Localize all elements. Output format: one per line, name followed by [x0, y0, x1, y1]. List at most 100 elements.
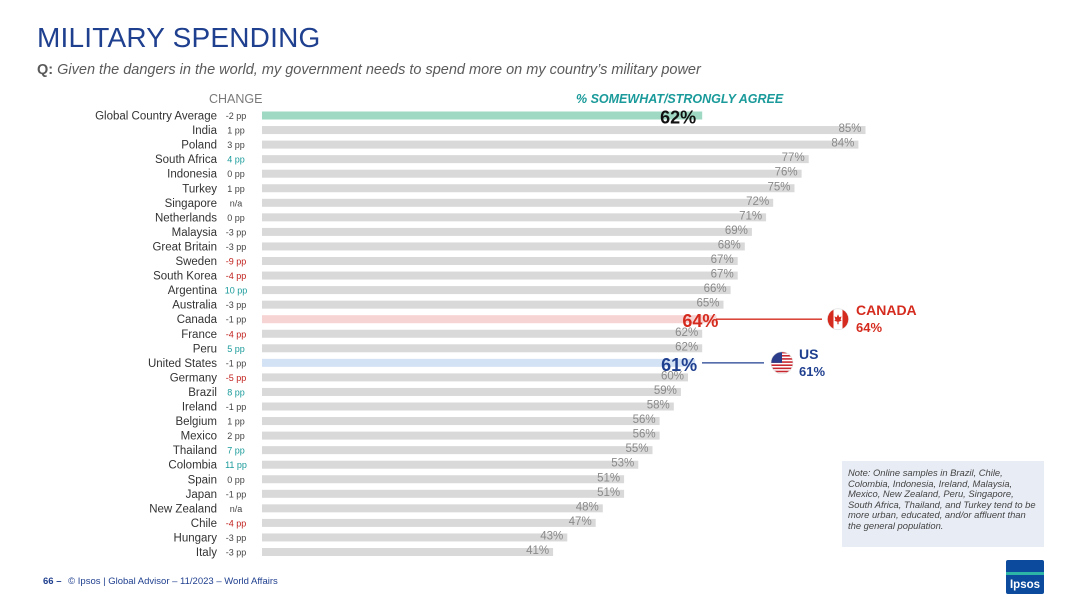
country-label: South Africa — [155, 154, 218, 166]
bar — [262, 300, 724, 309]
change-label: 10 pp — [225, 286, 248, 296]
logo-text: Ipsos — [1009, 579, 1041, 591]
bar — [262, 111, 703, 120]
canada-flag-right-band — [842, 309, 849, 329]
change-label: -3 pp — [226, 227, 247, 237]
value-label: 76% — [775, 167, 798, 179]
country-label: Global Country Average — [95, 111, 217, 123]
country-label: Brazil — [188, 387, 217, 399]
canada-callout-label: CANADA — [856, 302, 917, 318]
bar — [262, 169, 802, 178]
change-label: 0 pp — [227, 213, 245, 223]
bar — [262, 155, 809, 164]
question-prefix: Q: — [37, 62, 54, 78]
survey-question: Q: Given the dangers in the world, my go… — [37, 62, 701, 78]
us-flag-stripe — [771, 364, 793, 366]
value-label: 67% — [711, 269, 734, 281]
country-label: Japan — [186, 489, 217, 501]
us-flag-canton — [771, 351, 782, 363]
bar — [262, 126, 866, 135]
us-flag-stripe — [771, 367, 793, 370]
bar — [262, 329, 703, 338]
bar — [262, 257, 738, 265]
value-label: 69% — [725, 225, 748, 237]
country-label: Hungary — [174, 532, 218, 544]
value-label: 84% — [831, 138, 854, 150]
us-flag-stripe — [771, 370, 793, 373]
change-label: 4 pp — [227, 155, 245, 165]
country-label: Malaysia — [172, 227, 218, 239]
country-label: Germany — [170, 372, 218, 384]
bar — [262, 344, 703, 353]
country-label: Indonesia — [167, 169, 217, 181]
change-label: 7 pp — [227, 446, 245, 456]
change-label: -3 pp — [226, 548, 247, 558]
bar — [262, 518, 596, 527]
country-label: United States — [148, 358, 217, 370]
bar — [262, 387, 681, 396]
us-flag-border — [770, 351, 794, 375]
value-label: 61% — [661, 355, 697, 375]
maple-leaf-icon — [834, 314, 842, 325]
bar — [262, 213, 767, 222]
value-label: 85% — [838, 123, 861, 135]
value-label: 51% — [597, 472, 620, 484]
logo-stripe — [1006, 572, 1044, 575]
value-label: 75% — [767, 181, 790, 193]
change-label: 2 pp — [227, 431, 245, 441]
change-label: -1 pp — [226, 489, 247, 499]
change-label: -2 pp — [226, 111, 247, 121]
bar — [262, 417, 660, 426]
footer: 66 – © Ipsos | Global Advisor – 11/2023 … — [43, 576, 278, 587]
bar — [262, 373, 688, 382]
change-label: n/a — [230, 504, 243, 514]
country-label: Argentina — [168, 285, 218, 297]
change-label: -4 pp — [226, 271, 247, 281]
value-label: 60% — [661, 370, 684, 382]
change-label: 8 pp — [227, 387, 245, 397]
us-callout-value: 61% — [799, 364, 825, 379]
change-label: -3 pp — [226, 242, 247, 252]
country-label: Spain — [188, 474, 217, 486]
value-label: 66% — [704, 283, 727, 295]
page-number: 66 – — [43, 576, 62, 587]
canada-callout-value: 64% — [856, 320, 882, 335]
country-label: Mexico — [181, 431, 217, 443]
bar — [262, 402, 674, 411]
bar — [262, 475, 625, 484]
country-label: Italy — [196, 547, 217, 559]
value-label: 64% — [682, 311, 718, 331]
value-label: 71% — [739, 210, 762, 222]
change-label: -1 pp — [226, 402, 247, 412]
ipsos-logo: Ipsos — [1006, 560, 1044, 594]
bar — [262, 533, 568, 542]
value-label: 77% — [782, 152, 805, 164]
country-label: Chile — [191, 518, 217, 530]
value-label: 67% — [711, 254, 734, 266]
bar — [262, 431, 660, 440]
value-label: 56% — [633, 414, 656, 426]
value-label: 41% — [526, 545, 549, 557]
value-label: 62% — [675, 327, 698, 339]
country-label: Singapore — [165, 198, 217, 210]
country-label: Thailand — [173, 445, 217, 457]
bar — [262, 548, 554, 556]
country-label: Peru — [193, 343, 217, 355]
value-label: 68% — [718, 239, 741, 251]
country-label: Great Britain — [152, 241, 217, 253]
change-label: 1 pp — [227, 417, 245, 427]
country-label: New Zealand — [149, 503, 217, 515]
country-label: Australia — [172, 300, 217, 312]
value-label: 72% — [746, 196, 769, 208]
change-label: -1 pp — [226, 358, 247, 368]
bar — [262, 446, 653, 455]
change-label: n/a — [230, 198, 243, 208]
change-label: 1 pp — [227, 184, 245, 194]
country-label: Colombia — [168, 460, 217, 472]
change-label: -3 pp — [226, 300, 247, 310]
country-label: Ireland — [182, 402, 217, 414]
change-label: 0 pp — [227, 475, 245, 485]
country-label: Canada — [177, 314, 218, 326]
value-label: 62% — [660, 108, 696, 128]
